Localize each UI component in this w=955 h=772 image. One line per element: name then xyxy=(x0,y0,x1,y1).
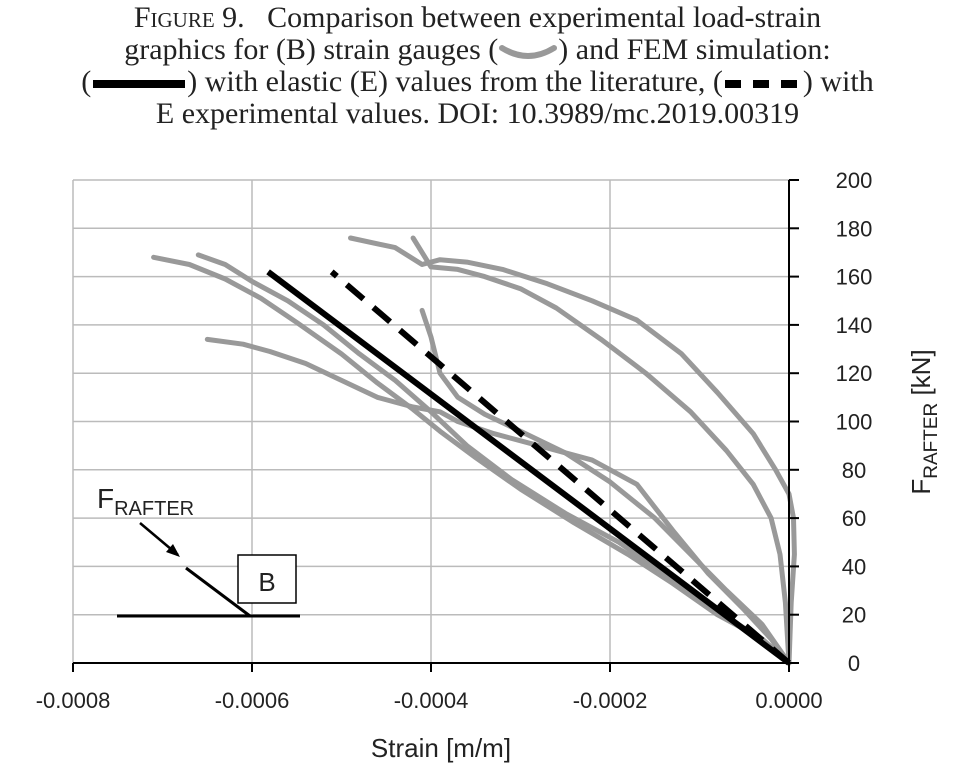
y-tick-label: 40 xyxy=(842,554,866,579)
y-tick-label: 140 xyxy=(836,313,873,338)
figure-caption: Figure 9. Comparison between experimenta… xyxy=(0,2,955,130)
strain-gauge-series-6 xyxy=(410,235,792,666)
x-tick-label: -0.0008 xyxy=(36,688,111,713)
inset-arrow-head xyxy=(166,544,180,557)
inset-diagram: B FRAFTER xyxy=(97,483,300,618)
caption-text-1: Comparison between experimental load-str… xyxy=(267,1,822,34)
caption-text-3a: ( xyxy=(81,65,92,98)
caption-line-3: ( ) with elastic (E) values from the lite… xyxy=(0,66,955,98)
strain-gauge-series-5 xyxy=(348,235,797,666)
caption-text-2a: graphics for (B) strain gauges ( xyxy=(124,33,499,66)
y-tick-label: 160 xyxy=(836,265,873,290)
y-tick-label: 180 xyxy=(836,216,873,241)
x-tick-label: -0.0004 xyxy=(394,688,469,713)
y-tick-label: 0 xyxy=(848,651,860,676)
x-tick-label: 0.0000 xyxy=(755,688,822,713)
y-tick-label: 20 xyxy=(842,603,866,628)
strain-gauge-series-1 xyxy=(151,254,792,666)
gauge-legend-symbol xyxy=(499,45,558,60)
caption-line-1: Figure 9. Comparison between experimenta… xyxy=(0,2,955,34)
inset-box-label: B xyxy=(258,567,275,597)
y-tick-label: 100 xyxy=(836,410,873,435)
caption-text-2b: ) and FEM simulation: xyxy=(558,33,831,66)
y-tick-label: 120 xyxy=(836,361,873,386)
fem-experimental-legend-symbol xyxy=(724,80,801,89)
y-tick-label: 80 xyxy=(842,458,866,483)
y-axis-label: FRAFTER [kN] xyxy=(906,349,942,494)
figure-label: Figure 9. xyxy=(133,1,245,34)
x-axis-label: Strain [m/m] xyxy=(371,733,511,763)
axes: -0.0008 -0.0006 -0.0004 -0.0002 0.0000 0 20 40 6… xyxy=(36,168,873,713)
y-tick-label: 200 xyxy=(836,168,873,193)
caption-text-3c: ) with xyxy=(802,65,874,98)
x-tick-label: -0.0006 xyxy=(215,688,290,713)
strain-gauge-series-4 xyxy=(419,307,792,666)
caption-text-3b: ) with elastic (E) values from the liter… xyxy=(187,65,723,98)
inset-rafter-line xyxy=(185,566,251,618)
x-tick-label: -0.0002 xyxy=(573,688,648,713)
inset-box xyxy=(237,554,297,604)
fem-literature-legend-symbol xyxy=(93,80,186,89)
fem-literature-line xyxy=(266,269,791,666)
fem-experimental-line xyxy=(329,269,791,666)
caption-line-4: E experimental values. DOI: 10.3989/mc.2… xyxy=(155,97,800,130)
inset-force-label: FRAFTER xyxy=(97,483,194,520)
caption-line-2: graphics for (B) strain gauges ( ) and FE… xyxy=(0,34,955,66)
y-tick-label: 60 xyxy=(842,506,866,531)
series-group xyxy=(151,235,797,666)
